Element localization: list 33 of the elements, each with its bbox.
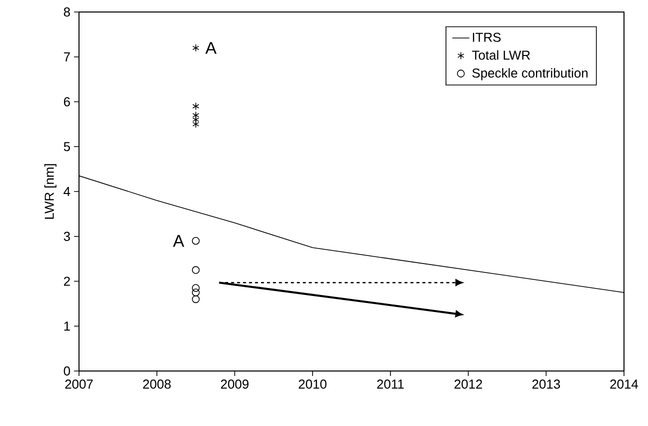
x-tick-label: 2012 [454,380,482,389]
point [192,120,200,128]
point [192,102,200,110]
x-tick-label: 2010 [298,380,326,389]
y-axis-title: LWR [nm] [44,164,56,219]
y-tick-label: 4 [64,187,70,196]
x-tick-label: 2007 [65,380,93,389]
legend-label: Speckle contribution [472,68,588,80]
legend-label: ITRS [472,32,501,42]
y-tick-label: 1 [64,322,70,331]
point [192,44,200,52]
annotation: A [173,235,184,247]
point [192,116,200,124]
y-tick-label: 8 [64,7,70,17]
x-tick-label: 2011 [377,380,404,389]
point [192,111,200,120]
y-tick-label: 0 [64,366,70,376]
point [192,236,200,245]
point [192,284,200,292]
y-tick-label: 5 [64,142,70,152]
y-tick-label: 2 [64,276,70,286]
annotation: A [205,42,217,54]
y-tick-label: 7 [64,52,70,62]
x-tick-label: 2013 [532,380,560,389]
point [192,295,200,304]
x-tick-label: 2008 [143,380,171,389]
legend-label: Total LWR [472,50,530,60]
point [192,266,200,274]
y-tick-label: 6 [64,97,70,106]
point [192,288,200,296]
x-tick-label: 2014 [610,380,638,389]
y-tick-label: 3 [64,232,70,241]
x-tick-label: 2009 [220,380,249,389]
